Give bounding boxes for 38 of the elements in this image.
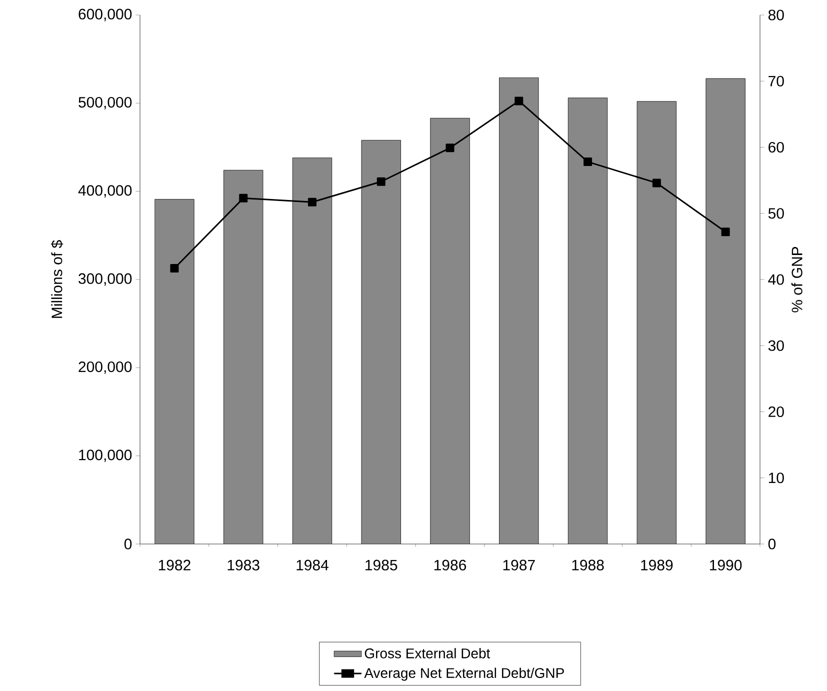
legend-label: Gross External Debt	[364, 648, 490, 658]
point	[584, 158, 592, 166]
y-tick-label: 200,000	[78, 361, 132, 374]
x-tick-label: 1982	[158, 560, 190, 570]
y2-tick-label: 10	[768, 472, 784, 484]
x-tick-label: 1989	[641, 560, 673, 570]
y-tick-label: 500,000	[78, 96, 132, 110]
y-tick-label: 0	[124, 538, 132, 550]
y2-tick-label: 0	[768, 538, 776, 550]
x-tick-label: 1988	[572, 560, 604, 570]
x-tick-label: 1985	[366, 560, 398, 570]
y2-tick-label: 50	[768, 208, 784, 219]
y-axis-title: Millions of $	[50, 240, 64, 318]
x-tick-label: 1986	[434, 560, 466, 570]
y-tick-label: 600,000	[78, 8, 132, 22]
y-tick-label: 300,000	[78, 273, 132, 286]
y2-tick-label: 30	[768, 340, 784, 351]
point	[239, 194, 248, 202]
y2-tick-label: 70	[768, 76, 784, 86]
y2-tick-label: 20	[768, 406, 784, 418]
point	[170, 264, 179, 273]
point	[446, 144, 454, 152]
point	[376, 177, 386, 186]
x-tick-label: 1987	[503, 560, 535, 570]
point	[652, 178, 661, 188]
y-tick-label: 100,000	[79, 450, 132, 462]
y2-axis-title: % of GNP	[791, 246, 802, 312]
x-tick-label: 1983	[228, 560, 260, 570]
x-tick-label: 1984	[296, 560, 328, 570]
point	[514, 96, 524, 106]
y2-tick-label: 80	[768, 10, 784, 20]
legend-label: Average Net External Debt/GNP	[364, 668, 564, 681]
point	[721, 228, 730, 236]
y2-tick-label: 60	[768, 142, 784, 153]
y2-tick-label: 40	[768, 274, 784, 285]
x-tick-label: 1990	[710, 560, 742, 570]
point	[308, 198, 316, 206]
y-tick-label: 400,000	[78, 185, 132, 198]
